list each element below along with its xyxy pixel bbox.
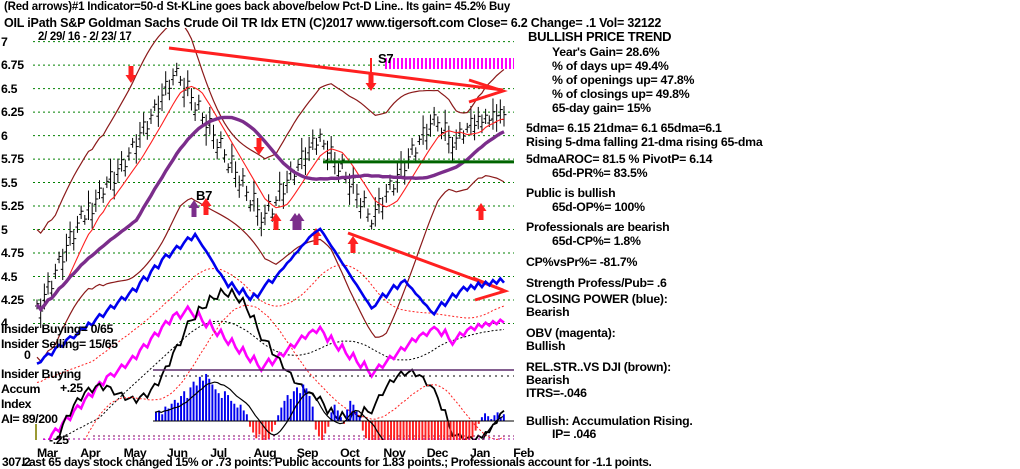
panel-stat-days-up: % of days up= 49.4% [552,59,669,73]
month-tick-apr: Apr [80,446,101,460]
panel-stat-openings-up: % of openings up= 47.8% [552,73,695,87]
date-range-label: 2/ 29/ 16 - 2/ 23/ 17 [38,31,132,43]
month-tick-aug: Aug [253,446,277,460]
price-tick-7: 7 [1,34,8,49]
panel-aroc: 5dmaAROC= 81.5 % PivotP= 6.14 [526,152,713,166]
red-downtrend-line [168,46,508,104]
panel-cp65: 65d-CP%= 1.8% [552,234,641,248]
rel-strength-upper-line [36,28,505,235]
panel-cp-vs-pr: CP%vsPr%= -81.7% [526,255,638,269]
panel-ip: IP= .046 [552,427,597,441]
s7-sell-band [385,58,514,69]
panel-pr65: 65d-PR%= 83.5% [552,166,648,180]
signal-arrow-down-1 [125,66,137,83]
accum-line1: Insider Buying [1,367,81,381]
signal-arrow-up-2 [270,213,282,230]
closing-power-line [36,227,505,365]
insider-buying-label: Insider Buying= 0/65 [1,322,113,336]
panel-stat-closings-up: % of closings up= 49.8% [552,87,690,101]
panel-strength: Strength Profess/Pub= .6 [526,276,667,290]
signal-arrow-up-1 [200,198,212,215]
itrs-guide [84,304,505,440]
panel-stat-years-gain: Year's Gain= 28.6% [552,45,660,59]
obv-line [42,304,505,440]
month-tick-mar: Mar [37,446,58,460]
price-bars [35,62,507,329]
ma-red-line [36,85,505,311]
panel-professionals-status: Professionals are bearish [526,220,670,234]
price-tick-4-5: 4.5 [1,269,18,284]
panel-public-status: Public is bullish [526,186,616,200]
price-tick-4-75: 4.75 [1,246,24,261]
panel-ma-values: 5dma= 6.15 21dma= 6.1 65dma=6.1 [526,121,722,135]
accum-index-value: AI= 89/200 [1,412,58,426]
signal-arrow-purple-3 [293,213,305,230]
accum-zero-label: 0 [24,348,31,362]
month-tick-jan: Jan [470,446,490,460]
month-tick-may: May [123,446,147,460]
signal-arrow-down-2 [253,138,265,155]
price-tick-6: 6 [1,128,8,143]
price-tick-5: 5 [1,222,8,237]
signal-arrow-purple-1 [188,200,200,217]
panel-obv-value: Bullish [526,339,566,353]
security-headline: OIL iPath S&P Goldman Sachs Crude Oil TR… [4,16,662,30]
panel-itrs: ITRS=-.046 [526,386,587,400]
price-tick-6-25: 6.25 [1,105,24,120]
signal-arrow-down-3 [365,74,377,91]
accum-line3: Index [1,397,32,411]
b7-buy-label: B7 [196,188,213,203]
insider-selling-label: Insider Selling= 15/65 [1,337,118,351]
bottom-summary-note: Last 65 days stock changed 15% or .73 po… [22,455,652,469]
panel-relstr-value: Bearish [526,373,570,387]
price-tick-5-5: 5.5 [1,175,18,190]
accum-minus-label: -.25 [49,433,69,447]
price-tick-4-25: 4.25 [1,292,24,307]
s7-sell-label: S7 [378,51,394,66]
month-tick-feb: Feb [513,446,534,460]
panel-obv-label: OBV (magenta): [526,326,616,340]
month-axis: Mar Apr May Jun Jul Aug Sep Oct Nov Dec Jan Feb [33,446,534,462]
panel-closing-power-value: Bearish [526,305,570,319]
red-downtrend-line-lower [347,231,510,302]
panel-relstr-label: REL.STR..VS DJI (brown): [526,360,671,374]
chart-plot-area[interactable] [33,28,514,440]
itrs-black-line [54,286,505,440]
indicator-headline: (Red arrows)#1 Indicator=50-d St-KLine g… [4,1,511,13]
panel-ma-trend: Rising 5-dma falling 21-dma rising 65-dm… [526,135,763,149]
ma65-purple-line [35,115,505,313]
panel-title: BULLISH PRICE TREND [528,29,672,44]
bottom-number: 307.2 [2,455,31,469]
month-tick-jul: Jul [210,446,227,460]
signal-arrow-up-4 [475,203,487,220]
month-tick-sep: Sep [296,446,319,460]
signal-arrow-up-5 [347,236,359,253]
accum-smoothing-line [154,381,504,440]
month-tick-jun: Jun [166,446,188,460]
price-chart[interactable]: 7 6.75 6.5 6.25 6 5.75 5.5 5.25 5 4.75 4.5 4.25 4 S7… [0,28,520,447]
price-tick-6-5: 6.5 [1,81,18,96]
month-tick-oct: Oct [340,446,360,460]
accumulation-index-histogram [155,373,505,440]
price-tick-5-25: 5.25 [1,199,24,214]
panel-stat-65day-gain: 65-day gain= 15% [552,101,651,115]
panel-accum-status: Bullish: Accumulation Rising. [526,414,693,428]
accum-plus-label: +.25 [60,381,83,395]
rel-strength-lower-line [36,175,505,363]
panel-op65: 65d-OP%= 100% [552,200,645,214]
month-tick-dec: Dec [426,446,449,460]
price-tick-6-75: 6.75 [1,58,24,73]
grid-lines [33,41,514,324]
closing-power-guide [36,264,505,383]
panel-closing-power-label: CLOSING POWER (blue): [526,292,668,306]
price-tick-4: 4 [1,316,8,331]
analysis-panel: BULLISH PRICE TREND Year's Gain= 28.6% %… [524,29,1016,441]
price-tick-5-75: 5.75 [1,152,24,167]
accum-line2: Accum [1,382,41,396]
month-tick-nov: Nov [383,446,406,460]
